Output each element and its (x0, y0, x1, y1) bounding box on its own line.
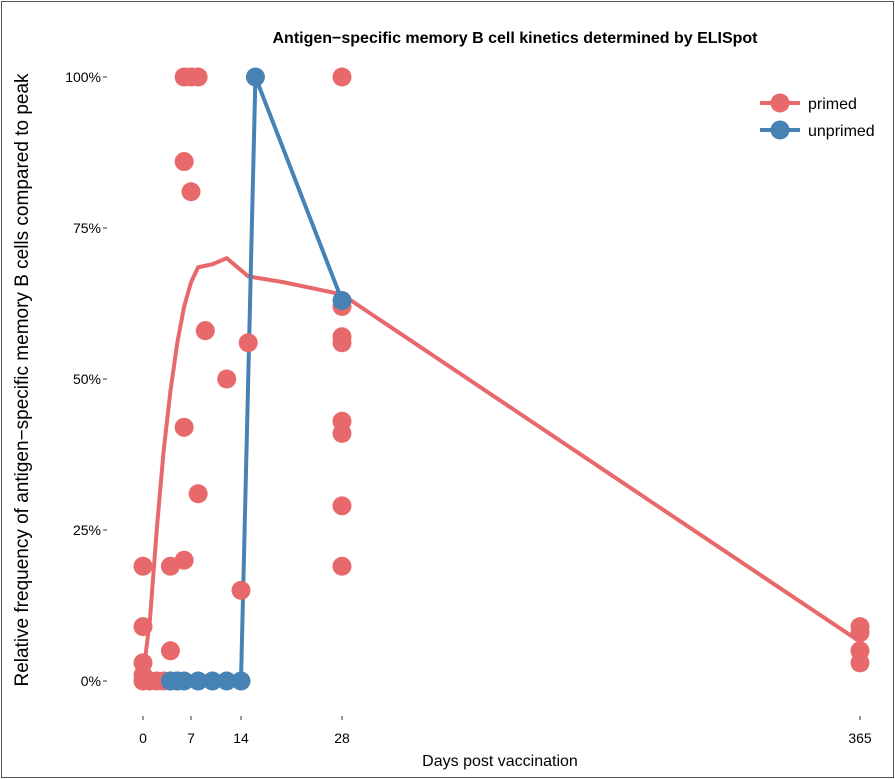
x-tick-label: 28 (334, 730, 350, 746)
x-tick-label: 14 (233, 730, 249, 746)
primed-point (238, 333, 258, 353)
primed-point (195, 321, 215, 341)
primed-point (850, 617, 870, 637)
primed-point (174, 550, 194, 570)
unprimed-point (174, 671, 194, 691)
primed-point (188, 484, 208, 504)
unprimed-legend-label: unprimed (808, 123, 875, 140)
y-axis-label: Relative frequency of antigen−specific m… (12, 73, 33, 687)
unprimed-point (332, 290, 352, 310)
data-points (133, 67, 870, 691)
primed-point (231, 580, 251, 600)
unprimed-point (188, 671, 208, 691)
primed-legend-marker (770, 93, 790, 113)
primed-legend-label: primed (808, 96, 857, 113)
x-tick-label: 365 (848, 730, 872, 746)
chart-title: Antigen−specific memory B cell kinetics … (272, 30, 758, 47)
primed-point (160, 641, 180, 661)
primed-point (181, 182, 201, 202)
primed-point (174, 152, 194, 172)
x-tick-label: 7 (187, 730, 195, 746)
primed-point (188, 67, 208, 87)
trend-lines (141, 75, 862, 683)
unprimed-legend-marker (770, 120, 790, 140)
primed-point (133, 653, 153, 673)
unprimed-point (217, 671, 237, 691)
primed-point (133, 556, 153, 576)
y-axis-ticks: 0% 25% 50% 75% 100% (65, 69, 107, 689)
primed-point (332, 496, 352, 516)
y-tick-label: 75% (73, 220, 101, 236)
x-axis-label: Days post vaccination (422, 753, 578, 770)
primed-point (332, 556, 352, 576)
primed-point (332, 333, 352, 353)
unprimed-trend-line (170, 75, 344, 683)
y-tick-label: 100% (65, 69, 101, 85)
unprimed-point (231, 671, 251, 691)
unprimed-point (202, 671, 222, 691)
x-tick-label: 0 (139, 730, 147, 746)
primed-trend-line (141, 256, 862, 676)
primed-point (332, 67, 352, 87)
primed-point (850, 641, 870, 661)
primed-point (332, 423, 352, 443)
y-tick-label: 25% (73, 522, 101, 538)
primed-point (174, 417, 194, 437)
legend: primed unprimed (760, 93, 875, 140)
y-tick-label: 0% (81, 673, 101, 689)
primed-point (217, 369, 237, 389)
unprimed-point (245, 67, 265, 87)
y-tick-label: 50% (73, 371, 101, 387)
primed-point (133, 617, 153, 637)
x-axis-ticks: 0 7 14 28 365 (139, 716, 872, 746)
